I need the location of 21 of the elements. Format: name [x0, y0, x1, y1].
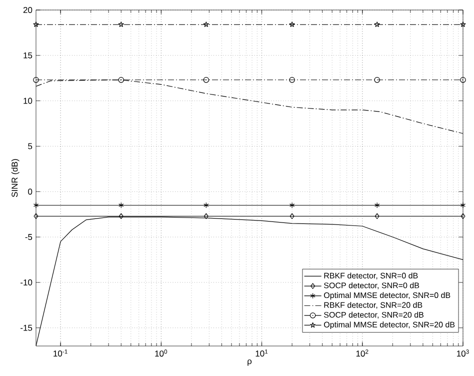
y-tick-label: -10 [20, 279, 32, 286]
legend-label: RBKF detector, SNR=0 dB [324, 272, 418, 280]
y-tick-label: 20 [23, 7, 32, 14]
x-tick-label: 10$^{-1}$ [54, 350, 68, 357]
x-tick-label: 10$^{2}$ [356, 350, 368, 357]
x-tick-label: 10$^{1}$ [256, 350, 268, 357]
y-axis-title: SINR (dB) [11, 159, 20, 197]
y-tick-label: -15 [20, 324, 32, 331]
x-tick-label: 10$^{0}$ [155, 350, 168, 357]
y-tick-label: -5 [25, 234, 32, 240]
legend-label: RBKF detector, SNR=20 dB [324, 302, 422, 309]
y-tick-label: 0 [28, 188, 32, 195]
x-tick-label: 10$^{3}$ [457, 350, 469, 357]
y-tick-label: 15 [24, 52, 32, 58]
legend-label: Optimal MMSE detector, SNR=0 dB [324, 292, 450, 300]
legend-label: Optimal MMSE detector, SNR=20 dB [324, 322, 455, 330]
legend-label: SOCP detector, SNR=0 dB [324, 282, 420, 290]
legend-label: SOCP detector, SNR=20 dB [324, 312, 424, 319]
x-axis-title: ρ [248, 359, 252, 366]
y-tick-label: 5 [28, 143, 32, 150]
y-tick-label: 10 [24, 98, 32, 104]
